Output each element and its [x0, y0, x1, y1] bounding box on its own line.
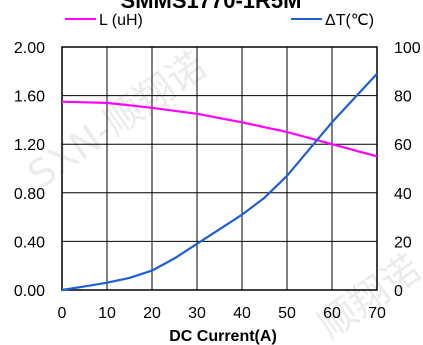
- y-right-tick-label: 80: [394, 89, 412, 106]
- y-right-tick-label: 60: [394, 137, 412, 154]
- grid: [62, 47, 377, 290]
- y-left-tick-label: 0.00: [14, 283, 45, 300]
- series-line-l: [61, 100, 378, 158]
- y-left-tick-label: 1.20: [14, 137, 45, 154]
- x-axis-label: DC Current(A): [169, 328, 277, 345]
- series-layer: [61, 72, 378, 292]
- x-tick-label: 40: [233, 305, 251, 322]
- watermark: 顺翔诺: [310, 246, 423, 345]
- y-right-tick-label: 20: [394, 234, 412, 251]
- legend-label-dt: ΔT(℃): [325, 12, 374, 29]
- y-left-tick-label: 2.00: [14, 40, 45, 57]
- y-right-tick-label: 40: [394, 186, 412, 203]
- y-left-tick-label: 0.40: [14, 234, 45, 251]
- x-tick-label: 50: [278, 305, 296, 322]
- legend: L (uH) ΔT(℃): [65, 12, 374, 29]
- chart-title: SMMS1770-1R5M: [121, 0, 302, 13]
- legend-label-l: L (uH): [99, 12, 143, 29]
- x-tick-label: 10: [98, 305, 116, 322]
- watermark: SXN-顺翔诺: [20, 43, 214, 197]
- x-tick-label: 70: [368, 305, 386, 322]
- y-right-tick-label: 100: [394, 40, 421, 57]
- x-tick-label: 30: [188, 305, 206, 322]
- x-tick-label: 20: [143, 305, 161, 322]
- y-left-tick-label: 0.80: [14, 186, 45, 203]
- y-left-tick-label: 1.60: [14, 89, 45, 106]
- plot-area: [61, 46, 378, 291]
- series-line-dt: [61, 72, 378, 292]
- tick-labels: 0 10 20 30 40 50 60 70 0.00 0.40 0.80 1.20 1.60 2.00 0…: [14, 40, 421, 322]
- x-tick-label: 0: [58, 305, 67, 322]
- y-right-tick-label: 0: [394, 283, 403, 300]
- x-tick-label: 60: [323, 305, 341, 322]
